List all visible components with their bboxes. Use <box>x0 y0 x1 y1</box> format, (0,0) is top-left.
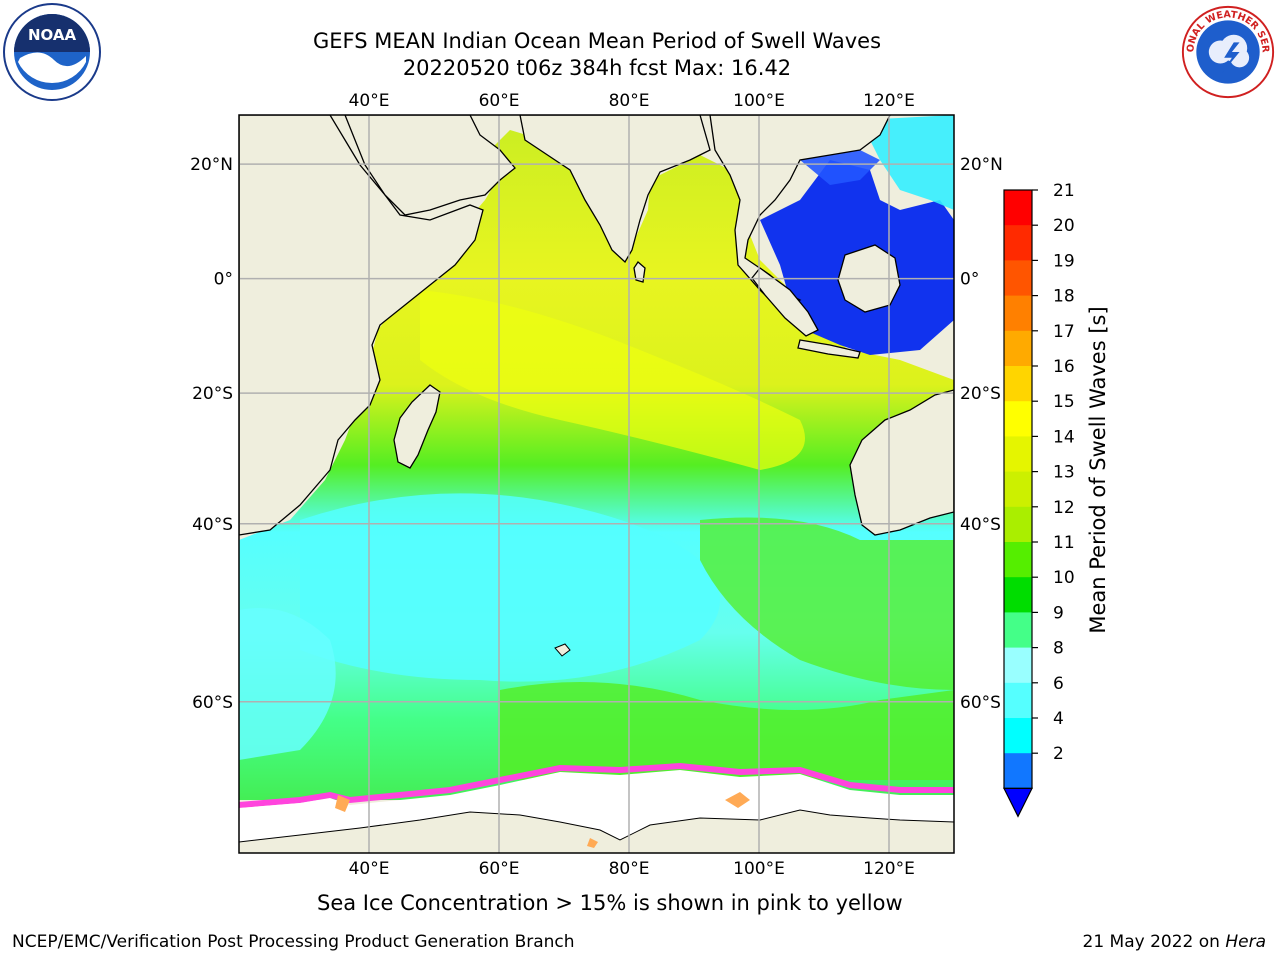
lon-label-bottom: 80°E <box>609 859 650 879</box>
colorbar-swatch <box>1004 260 1032 297</box>
sea-ice-note: Sea Ice Concentration > 15% is shown in … <box>317 891 903 915</box>
colorbar-tick-label: 9 <box>1053 603 1064 623</box>
colorbar-swatch <box>1004 542 1032 578</box>
map-frame <box>238 114 955 854</box>
colorbar-tick-label: 15 <box>1053 392 1075 412</box>
yellow-swell-zone <box>420 290 805 470</box>
date-text: 21 May 2022 on <box>1082 932 1220 952</box>
lat-label-left: 20°S <box>192 384 233 404</box>
lat-label-right: 40°S <box>960 515 1001 535</box>
low-period-seas-north <box>800 150 880 185</box>
lon-label-top: 40°E <box>349 91 390 111</box>
tick-labels: 40°E 40°E 60°E 60°E 80°E 80°E 100°E 100°E 120°E 1… <box>190 91 1003 879</box>
cyan-swell-zone-west <box>239 608 336 760</box>
colorbar-tick-label: 4 <box>1053 709 1064 729</box>
colorbar-frame <box>1003 189 1033 790</box>
colorbar-tick-label: 6 <box>1053 674 1064 694</box>
gridlines <box>239 115 954 853</box>
lat-label-left: 20°N <box>190 155 233 175</box>
colorbar-swatch <box>1004 612 1032 649</box>
lat-label-right: 0° <box>960 270 979 290</box>
colorbar-swatch <box>1004 366 1032 402</box>
colorbar-swatch <box>1004 577 1032 613</box>
kerguelen-land <box>554 643 571 657</box>
colorbar-tick-label: 13 <box>1053 463 1075 483</box>
colorbar-tick-label: 11 <box>1053 533 1075 553</box>
credits-text: NCEP/EMC/Verification Post Processing Pr… <box>12 932 575 952</box>
australia-land <box>849 389 954 536</box>
antarctica-land <box>239 809 954 853</box>
india-land <box>519 115 711 264</box>
colorbar-swatch <box>1004 190 1032 226</box>
java-land <box>797 339 861 359</box>
colorbar-swatch <box>1004 682 1032 719</box>
colorbar-tick-label: 2 <box>1053 744 1064 764</box>
lon-label-bottom: 100°E <box>733 859 785 879</box>
colorbar-swatch <box>1004 506 1032 543</box>
colorbar-tick-label: 10 <box>1053 568 1075 588</box>
map-area <box>239 115 954 853</box>
machine-name: Hera <box>1225 932 1266 952</box>
madagascar-land <box>393 384 441 469</box>
lon-label-top: 80°E <box>609 91 650 111</box>
colorbar-tick-label: 14 <box>1053 427 1075 447</box>
colorbar-tick-label: 8 <box>1053 639 1064 659</box>
colorbar-swatch <box>1004 225 1032 261</box>
green-swell-zone-east <box>700 517 954 690</box>
colorbar: 21 20 19 18 17 16 15 14 13 12 11 10 9 8 6 4 2 <box>1003 181 1075 818</box>
green-swell-zone-south <box>500 682 954 780</box>
sea-ice-edge <box>239 762 954 808</box>
colorbar-swatch <box>1004 753 1032 789</box>
date-stamp: 21 May 2022 on Hera <box>1083 932 1267 952</box>
map-title: GEFS MEAN Indian Ocean Mean Period of Sw… <box>312 29 882 53</box>
lat-label-right: 20°S <box>960 384 1001 404</box>
colorbar-tick-label: 17 <box>1053 322 1075 342</box>
colorbar-swatch <box>1004 471 1032 508</box>
colorbar-label: Mean Period of Swell Waves [s] <box>1086 306 1110 634</box>
colorbar-extend-triangle <box>1003 787 1033 818</box>
lat-label-left: 40°S <box>192 515 233 535</box>
colorbar-tick-label: 18 <box>1053 287 1075 307</box>
colorbar-tick-label: 21 <box>1053 181 1075 201</box>
map-subtitle: 20220520 t06z 384h fcst Max: 16.42 <box>402 56 792 80</box>
lat-label-right: 20°N <box>960 155 1003 175</box>
cyan-swell-zone <box>300 493 720 682</box>
noaa-logo-icon: NOAA <box>3 3 101 101</box>
lon-label-bottom: 120°E <box>863 859 915 879</box>
nws-logo-icon: NATIONAL WEATHER SERVICE <box>1180 4 1275 99</box>
sri-lanka-land <box>633 261 646 283</box>
cyan-coast-north <box>860 115 954 210</box>
lon-label-top: 100°E <box>733 91 785 111</box>
colorbar-tick-label: 20 <box>1053 216 1075 236</box>
colorbar-swatch <box>1004 330 1032 367</box>
lat-label-left: 0° <box>214 270 233 290</box>
colorbar-tick-label: 19 <box>1053 251 1075 271</box>
lon-label-bottom: 40°E <box>349 859 390 879</box>
lat-label-right: 60°S <box>960 693 1001 713</box>
sumatra-land <box>751 267 819 337</box>
colorbar-tick-label: 12 <box>1053 498 1075 518</box>
lat-label-left: 60°S <box>192 693 233 713</box>
colorbar-swatch <box>1004 295 1032 332</box>
africa-land <box>239 115 484 536</box>
colorbar-swatch <box>1004 436 1032 473</box>
arabia-land <box>344 115 516 216</box>
lon-label-bottom: 60°E <box>479 859 520 879</box>
colorbar-tick-label: 16 <box>1053 357 1075 377</box>
colorbar-swatch <box>1004 401 1032 437</box>
noaa-logo-text: NOAA <box>28 26 77 44</box>
lon-label-top: 120°E <box>863 91 915 111</box>
colorbar-swatch <box>1004 718 1032 754</box>
lon-label-top: 60°E <box>479 91 520 111</box>
colorbar-swatch <box>1004 647 1032 684</box>
